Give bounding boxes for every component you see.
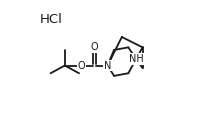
Text: NH: NH — [129, 54, 143, 64]
Text: HCl: HCl — [40, 13, 62, 26]
Text: N: N — [104, 61, 111, 70]
Text: O: O — [78, 61, 85, 70]
Text: O: O — [91, 42, 98, 52]
